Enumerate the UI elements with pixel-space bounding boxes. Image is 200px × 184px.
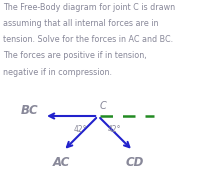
Text: tension. Solve for the forces in AC and BC.: tension. Solve for the forces in AC and … bbox=[3, 35, 173, 44]
Text: AC: AC bbox=[53, 156, 70, 169]
Text: The Free-Body diagram for joint C is drawn: The Free-Body diagram for joint C is dra… bbox=[3, 3, 175, 12]
Text: CD: CD bbox=[126, 156, 144, 169]
Text: negative if in compression.: negative if in compression. bbox=[3, 68, 112, 77]
Text: 42°: 42° bbox=[73, 125, 87, 134]
Text: BC: BC bbox=[21, 103, 39, 116]
Text: C: C bbox=[100, 101, 107, 111]
Text: The forces are positive if in tension,: The forces are positive if in tension, bbox=[3, 51, 147, 60]
Text: 42°: 42° bbox=[108, 125, 121, 134]
Text: assuming that all internal forces are in: assuming that all internal forces are in bbox=[3, 19, 159, 28]
